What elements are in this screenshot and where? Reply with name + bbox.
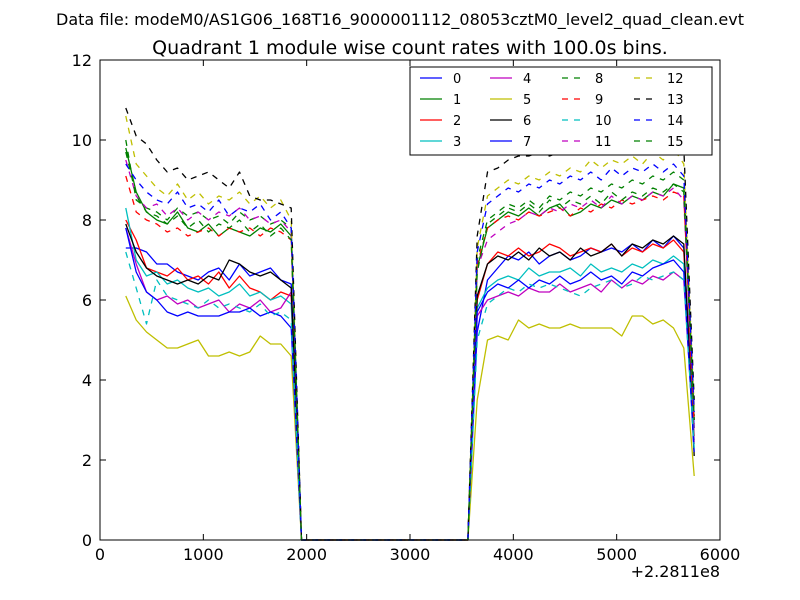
legend-label-1: 1 [453,93,461,108]
legend-label-10: 10 [595,114,612,129]
x-offset-label: +2.2811e8 [631,562,720,581]
legend-label-14: 14 [667,114,684,129]
y-tick-label: 0 [82,531,92,550]
chart-title: Quadrant 1 module wise count rates with … [152,37,668,59]
x-tick-label: 4000 [493,545,534,564]
suptitle: Data file: modeM0/AS1G06_168T16_90000011… [56,10,744,30]
legend-box [409,66,713,156]
series-line-3 [125,207,695,541]
x-tick-label: 1000 [183,545,224,564]
legend-label-13: 13 [667,93,684,108]
legend-label-3: 3 [453,135,461,150]
series-line-7 [125,227,695,541]
x-tick-label: 0 [95,545,105,564]
legend-label-15: 15 [667,135,684,150]
x-tick-label: 5000 [596,545,637,564]
series-line-11 [125,159,695,541]
legend-label-4: 4 [523,72,531,87]
y-tick-label: 2 [82,451,92,470]
series-line-8 [125,139,695,541]
y-tick-label: 10 [72,131,92,150]
y-tick-label: 12 [72,51,92,70]
legend-label-11: 11 [595,135,612,150]
series-line-14 [125,163,695,541]
y-tick-label: 6 [82,291,92,310]
series-line-1 [125,147,695,541]
y-tick-label: 8 [82,211,92,230]
series-line-4 [125,227,695,541]
series-line-13 [125,107,695,541]
series-line-5 [125,295,695,541]
x-tick-label: 3000 [390,545,431,564]
x-tick-label: 2000 [286,545,327,564]
series-line-15 [125,151,695,541]
legend-label-12: 12 [667,72,684,87]
series-line-2 [125,219,695,541]
legend-label-6: 6 [523,114,531,129]
legend-label-7: 7 [523,135,531,150]
legend-label-2: 2 [453,114,461,129]
series-line-0 [125,235,695,541]
legend-label-9: 9 [595,93,603,108]
y-tick-label: 4 [82,371,92,390]
legend-label-0: 0 [453,72,461,87]
series-layer [125,107,695,541]
series-line-10 [125,251,695,541]
series-line-6 [125,223,695,541]
x-tick-label: 6000 [700,545,741,564]
legend-label-8: 8 [595,72,603,87]
legend-label-5: 5 [523,93,531,108]
